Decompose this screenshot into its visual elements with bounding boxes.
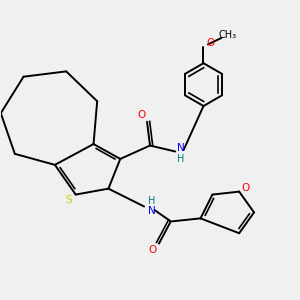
Text: O: O bbox=[242, 183, 250, 193]
Text: N: N bbox=[148, 206, 155, 216]
Text: H: H bbox=[177, 154, 184, 164]
Text: O: O bbox=[206, 38, 214, 48]
Text: S: S bbox=[66, 195, 73, 205]
Text: O: O bbox=[137, 110, 145, 120]
Text: H: H bbox=[148, 196, 155, 206]
Text: CH₃: CH₃ bbox=[219, 30, 237, 40]
Text: O: O bbox=[148, 244, 157, 255]
Text: N: N bbox=[177, 143, 184, 153]
